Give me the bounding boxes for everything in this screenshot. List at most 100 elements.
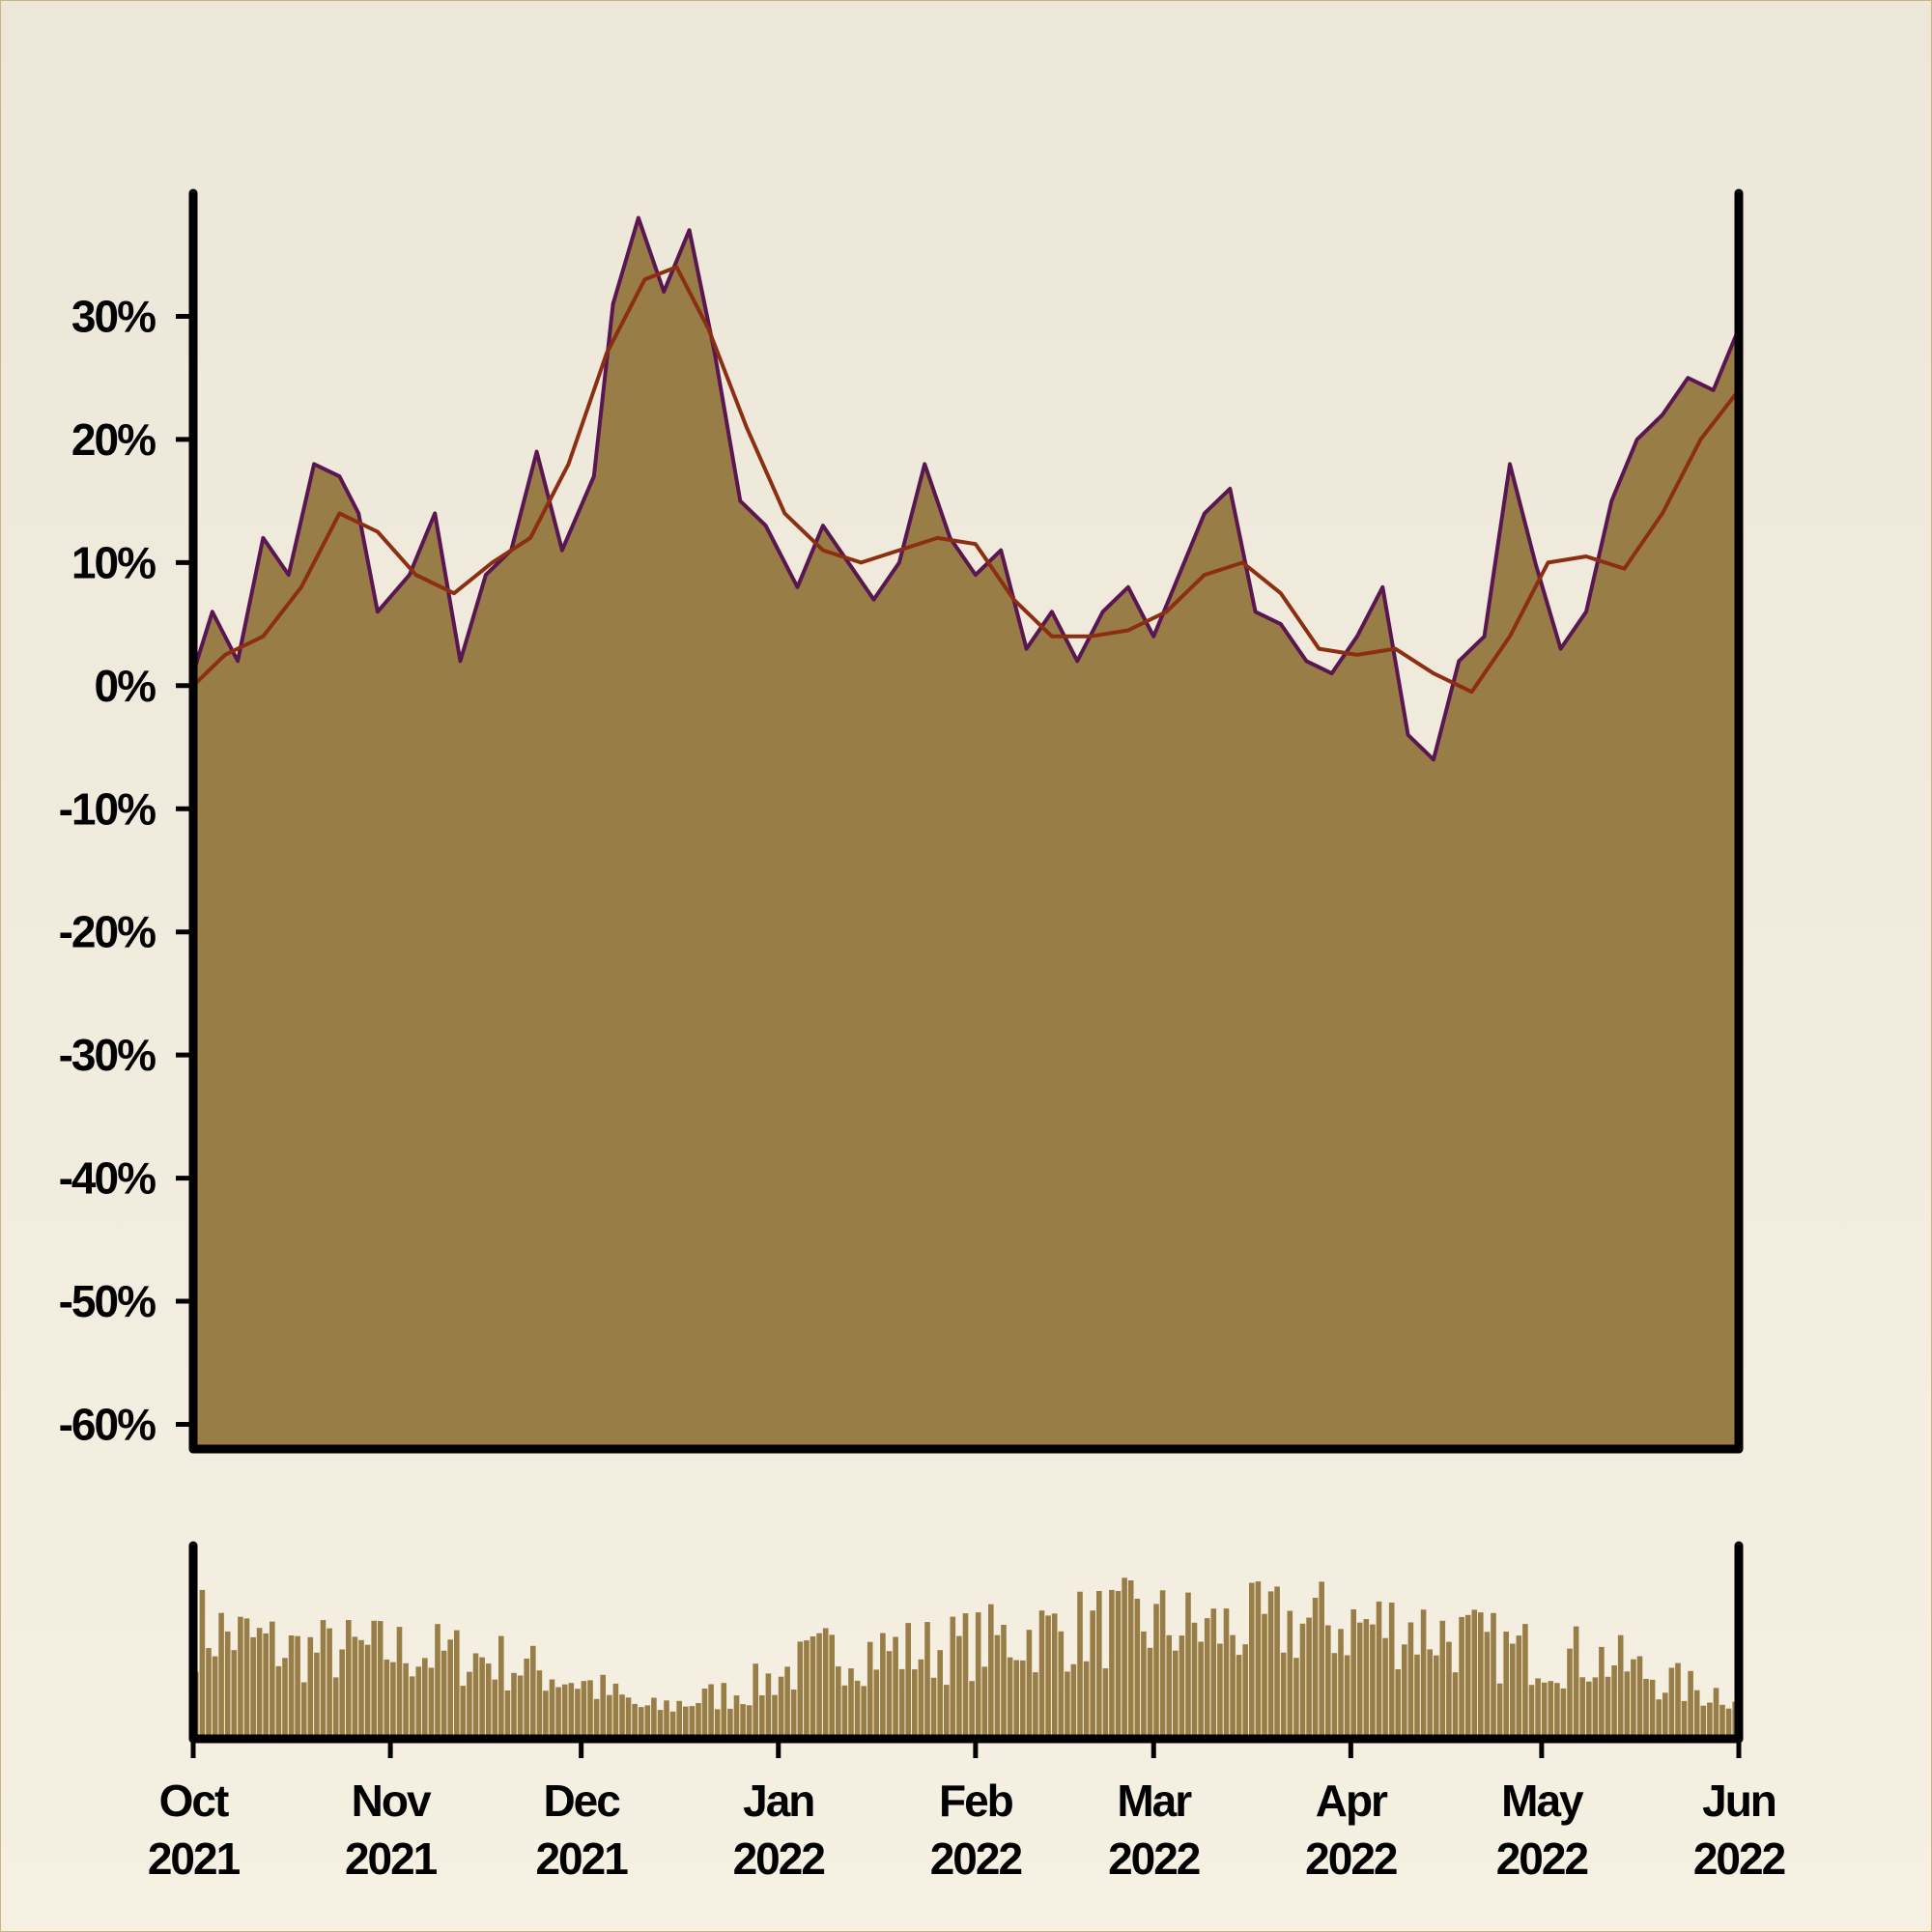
volume-bar [1344,1655,1350,1739]
volume-bar [346,1620,352,1739]
volume-bar [1611,1665,1617,1739]
volume-bar [1414,1654,1420,1739]
volume-bar [524,1659,529,1739]
volume-bar [377,1621,384,1739]
volume-bar [880,1633,886,1739]
x-tick-year-label: 2022 [1305,1833,1397,1884]
volume-bar [295,1635,300,1739]
volume-bar [498,1635,504,1739]
volume-bar [549,1679,555,1739]
volume-bar [1491,1612,1496,1739]
volume-bar [364,1644,371,1739]
volume-bar [1624,1671,1631,1739]
volume-bar [1439,1620,1446,1739]
volume-bar [511,1672,517,1739]
volume-bar [1617,1634,1624,1739]
volume-bar [841,1685,848,1739]
volume-bar [415,1666,422,1739]
volume-bar [981,1666,988,1739]
volume-bar [1102,1668,1109,1739]
volume-bar [829,1634,835,1739]
volume-bar [912,1669,918,1739]
volume-bar [1636,1656,1643,1739]
price-area-fill [193,217,1739,1449]
volume-bar [886,1651,893,1739]
volume-bar [632,1703,638,1739]
volume-bar [625,1697,632,1739]
volume-bar [467,1671,472,1739]
volume-bar [1077,1591,1083,1739]
volume-bar [1166,1634,1172,1739]
volume-bar [282,1658,288,1739]
volume-bar [250,1636,256,1739]
volume-bar [1312,1598,1319,1739]
volume-bar [701,1689,708,1739]
price-line [191,215,1741,762]
volume-bar [1382,1637,1388,1739]
volume-bar [275,1665,282,1739]
volume-bar [1356,1622,1363,1739]
x-tick-month-label: May [1501,1776,1584,1826]
y-tick-label: -50% [59,1276,156,1326]
volume-bar [1255,1581,1262,1739]
volume-bar [1586,1681,1592,1739]
volume-bar [1299,1623,1306,1739]
volume-bar [1478,1612,1484,1739]
volume-bar [1280,1652,1287,1739]
volume-bar [784,1666,790,1739]
volume-bar [1427,1649,1433,1739]
volume-bar [1338,1629,1344,1739]
volume-bar [975,1612,981,1739]
volume-bar [1198,1641,1204,1739]
y-tick-label: 20% [71,414,156,465]
volume-bar [816,1633,822,1739]
volume-bar [396,1627,403,1739]
volume-bar [320,1620,327,1739]
volume-bar [371,1620,377,1739]
volume-bar [454,1630,460,1739]
volume-bar [1109,1589,1115,1739]
volume-bar [218,1612,224,1739]
x-tick-year-label: 2022 [733,1833,825,1884]
volume-bar [994,1634,1001,1739]
volume-bar [1127,1580,1134,1739]
volume-bar [581,1681,587,1739]
volume-bar [1147,1647,1153,1739]
volume-bar [733,1695,740,1739]
volume-bar [1013,1660,1019,1739]
volume-bar [479,1657,485,1739]
volume-bar [238,1616,243,1739]
volume-bar [759,1695,765,1739]
x-tick-year-label: 2022 [1693,1833,1785,1884]
volume-bar [224,1631,231,1739]
volume-bar [403,1662,409,1739]
y-tick-label: -20% [59,907,156,957]
volume-bar [1331,1653,1338,1739]
volume-bar [212,1656,218,1739]
volume-bar [1681,1700,1688,1739]
volume-bar [390,1662,396,1739]
volume-bar [593,1698,600,1739]
volume-bar [485,1663,492,1739]
volume-bar [199,1589,206,1739]
volume-bar [1134,1599,1141,1739]
y-tick-label: -30% [59,1030,156,1080]
volume-bar [772,1694,778,1739]
volume-bar [644,1705,651,1739]
volume-bar [714,1709,721,1739]
volume-bar [1026,1630,1033,1739]
volume-bar [657,1710,664,1739]
volume-bar [1204,1618,1210,1739]
volume-bar [561,1684,568,1739]
volume-bar [905,1623,911,1739]
x-tick-month-label: Jan [743,1776,813,1826]
volume-bar [1007,1657,1013,1739]
volume-bar [1605,1676,1611,1739]
x-tick-year-label: 2022 [930,1833,1022,1884]
volume-bar [472,1653,479,1739]
volume-bar [1725,1708,1732,1739]
volume-bar [696,1703,701,1739]
volume-bar [332,1677,339,1739]
volume-bar [1407,1622,1414,1739]
